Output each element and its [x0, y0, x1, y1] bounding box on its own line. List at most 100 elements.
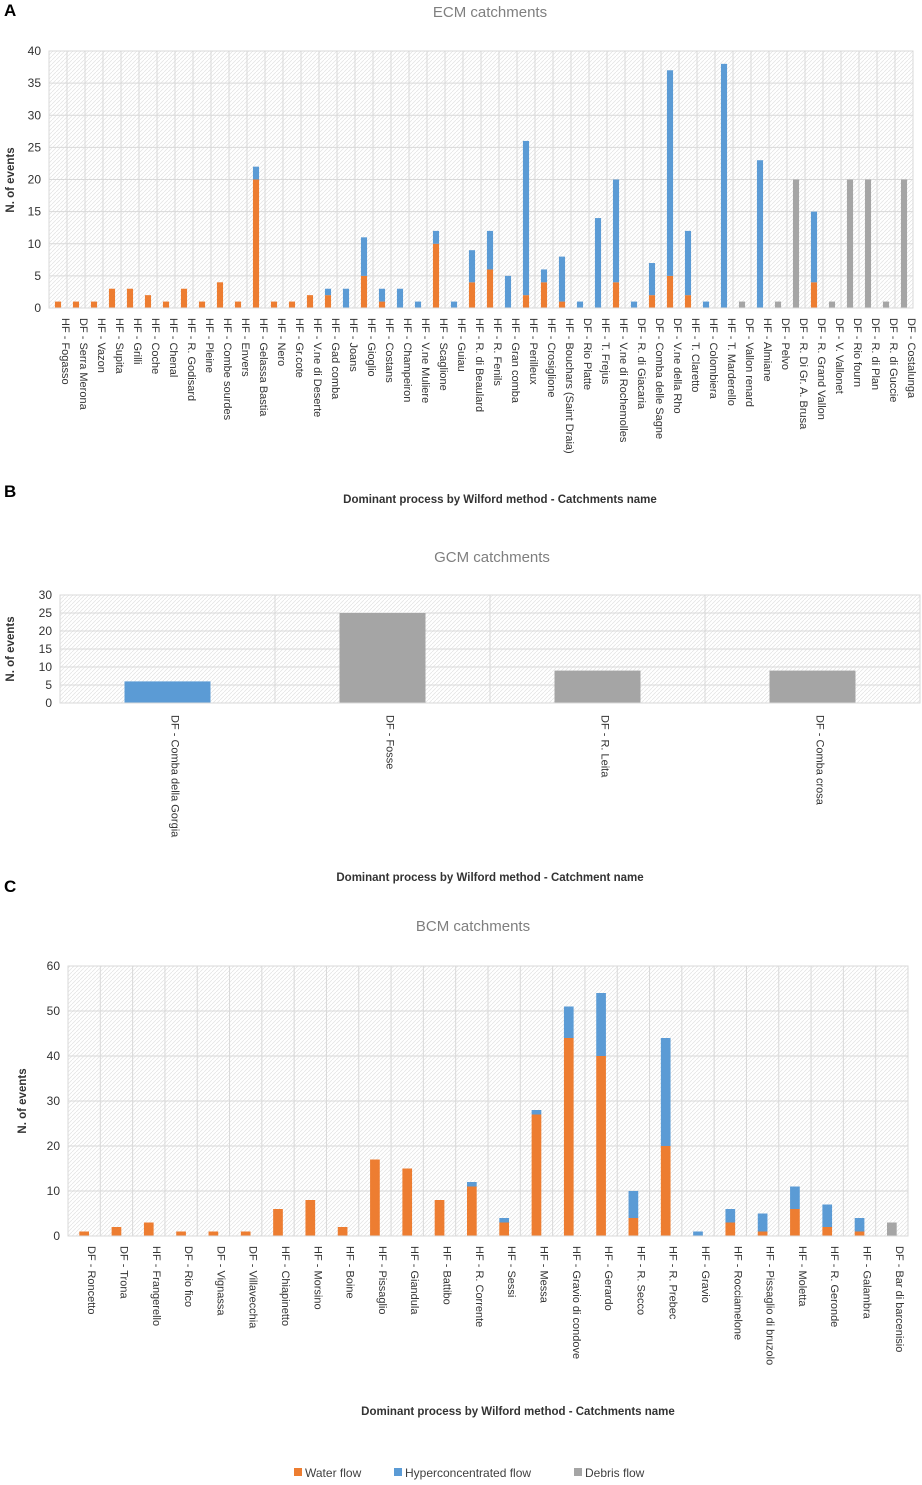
x-tick-label-ecm: HF - Coche: [149, 318, 161, 374]
x-tick-label-ecm: DF - R. di Guccie: [887, 318, 899, 402]
bar-hyper-bcm: [693, 1231, 703, 1236]
bar-hyper-ecm: [702, 301, 710, 308]
plot-border-gcm: [59, 594, 921, 704]
x-tick-label-ecm: DF - Comba delle Sagne: [653, 318, 665, 439]
y-tick-label-ecm: 35: [28, 76, 42, 90]
y-tick-label-ecm: 30: [28, 108, 42, 122]
chart-title-gcm: GCM catchments: [434, 549, 550, 566]
x-tick-label-ecm: HF - Guiau: [455, 318, 467, 372]
x-tick-label-ecm: HF - Crosiglione: [545, 318, 557, 397]
y-tick-label-bcm: 30: [47, 1094, 61, 1108]
plot-area-gcm: 0 5 10 15 20 25 30 DF - Comba della Gorgia DF - …: [39, 588, 921, 838]
x-tick-label-bcm: HF - Rocciamelone: [731, 1246, 743, 1340]
bar-water-ecm: [522, 295, 530, 308]
bar-water-ecm: [432, 243, 440, 308]
bar-water-ecm: [684, 295, 692, 308]
y-tick-label-gcm: 5: [45, 678, 52, 692]
x-tick-label-ecm: HF - Vazon: [95, 318, 107, 373]
bar-hyper-bcm: [725, 1209, 736, 1223]
x-tick-label-bcm: HF - Moletta: [796, 1246, 808, 1307]
bar-water-bcm: [757, 1231, 768, 1236]
bar-water-ecm: [810, 282, 818, 308]
x-tick-label-bcm: HF - Gravio: [699, 1246, 711, 1303]
panel-letter-c: C: [4, 877, 16, 896]
y-tick-label-gcm: 10: [39, 660, 53, 674]
bar-water-ecm: [126, 288, 134, 308]
panel-c: C BCM catchments 0 10 20 30 40 50 60 DF - Ronce…: [4, 877, 909, 1418]
x-tick-label-bcm: HF - Giandula: [408, 1246, 420, 1315]
y-axis-title-gcm: N. of events: [5, 616, 17, 681]
bar-water-bcm: [434, 1200, 445, 1236]
bar-water-ecm: [234, 301, 242, 308]
bar-water-ecm: [288, 301, 296, 308]
bar-hyper-ecm: [540, 269, 548, 283]
legend-swatch-hyper: [394, 1468, 402, 1476]
bar-water-bcm: [467, 1186, 477, 1236]
bar-hyper-ecm: [756, 160, 764, 308]
y-tick-label-bcm: 0: [53, 1229, 60, 1243]
chart-title-bcm: BCM catchments: [416, 918, 530, 935]
y-tick-label-bcm: 20: [47, 1139, 61, 1153]
x-tick-label-gcm: DF - Comba crosa: [814, 715, 826, 806]
x-tick-label-ecm: HF - Fogasso: [59, 318, 71, 385]
bar-water-ecm: [486, 269, 494, 308]
x-tick-label-ecm: DF - R. Di Gr. A. Brusa: [797, 318, 809, 430]
bar-debris-gcm: [769, 670, 856, 703]
bar-hyper-bcm: [628, 1191, 639, 1218]
bar-water-bcm: [563, 1038, 574, 1236]
legend: Water flow Hyperconcentrated flow Debris…: [294, 1466, 645, 1480]
bar-water-bcm: [111, 1227, 122, 1236]
x-tick-label-ecm: DF - Serra Merona: [77, 318, 89, 411]
x-tick-label-ecm: DF - R. Grand Vallon: [815, 318, 827, 420]
x-axis-title-ecm: Dominant process by Wilford method - Cat…: [343, 494, 657, 506]
bar-water-bcm: [531, 1114, 542, 1236]
bar-water-bcm: [176, 1231, 186, 1236]
x-tick-label-bcm: HF - Morsino: [311, 1246, 323, 1310]
x-tick-label-ecm: HF - V.ne di Deserte: [311, 318, 323, 417]
y-tick-label-bcm: 60: [47, 959, 61, 973]
bar-hyper-ecm: [414, 301, 422, 308]
legend-swatch-water: [294, 1468, 302, 1476]
y-tick-label-gcm: 15: [39, 642, 53, 656]
x-tick-label-ecm: HF - Combe sourdes: [221, 318, 233, 421]
x-tick-label-bcm: HF - R. Geronde: [828, 1246, 840, 1327]
bar-water-ecm: [180, 288, 188, 308]
x-tick-label-bcm: HF - Messa: [537, 1246, 549, 1304]
bar-water-bcm: [822, 1227, 833, 1236]
bar-debris-ecm: [738, 301, 746, 308]
x-tick-label-ecm: HF - R. di Beaulard: [473, 318, 485, 412]
bar-hyper-bcm: [499, 1218, 509, 1223]
x-tick-label-ecm: HF - R. Godisard: [185, 318, 197, 401]
bar-hyper-gcm: [124, 681, 211, 703]
bar-hyper-ecm: [684, 230, 692, 296]
bar-hyper-ecm: [486, 230, 494, 270]
x-tick-label-bcm: DF - Vignassa: [214, 1246, 226, 1316]
bar-water-bcm: [208, 1231, 219, 1236]
bar-water-bcm: [402, 1168, 413, 1236]
bar-water-bcm: [370, 1159, 380, 1236]
x-tick-label-ecm: HF - Pleine: [203, 318, 215, 373]
x-tick-label-bcm: DF - Rio fico: [182, 1246, 194, 1307]
x-tick-label-ecm: HF - Bouchars (Saint Draia): [563, 318, 575, 454]
x-tick-label-ecm: DF - R. di Giacaria: [635, 318, 647, 410]
bar-water-ecm: [648, 295, 656, 308]
y-tick-label-ecm: 25: [28, 140, 42, 154]
y-tick-label-ecm: 15: [28, 205, 42, 219]
x-tick-label-ecm: HF - Grilli: [131, 318, 143, 364]
bar-hyper-ecm: [558, 256, 566, 302]
bar-water-bcm: [79, 1231, 89, 1236]
bar-water-ecm: [108, 288, 116, 308]
bar-water-bcm: [596, 1056, 606, 1236]
x-tick-label-bcm: HF - Boine: [344, 1246, 356, 1299]
bar-hyper-bcm: [596, 993, 606, 1056]
x-tick-label-ecm: HF - Chenal: [167, 318, 179, 377]
bar-debris-ecm: [864, 179, 872, 308]
x-tick-label-bcm: DF - Roncetto: [85, 1246, 97, 1314]
x-tick-label-bcm: HF - Pissaglio di bruzolo: [764, 1246, 776, 1365]
bar-water-ecm: [324, 295, 332, 308]
bar-water-bcm: [305, 1200, 316, 1236]
bar-hyper-bcm: [757, 1213, 768, 1232]
x-tick-label-bcm: HF - Gravio di condove: [570, 1246, 582, 1359]
bar-hyper-ecm: [432, 230, 440, 244]
y-tick-label-gcm: 0: [45, 696, 52, 710]
